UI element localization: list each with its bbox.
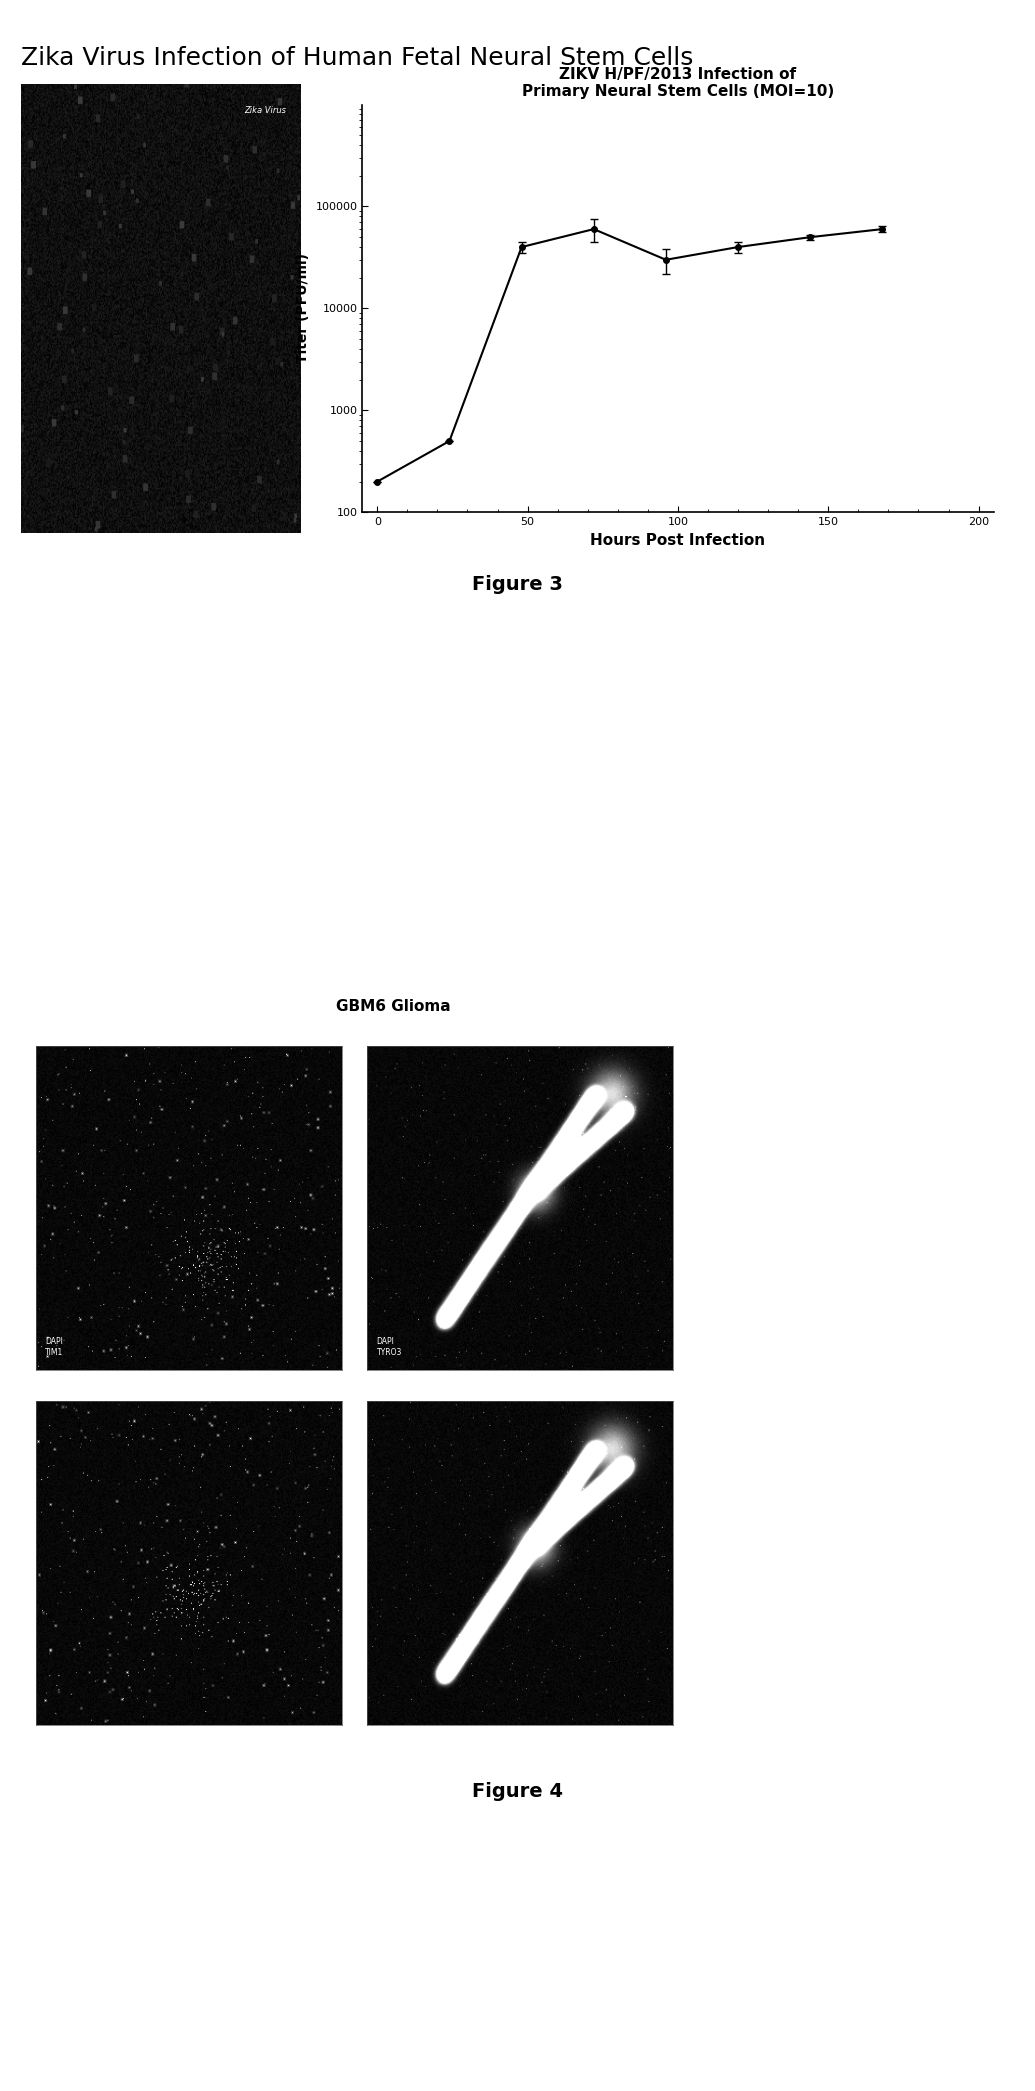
Text: Figure 3: Figure 3: [472, 575, 563, 594]
Text: Zika Virus: Zika Virus: [244, 107, 286, 115]
Title: ZIKV H/PF/2013 Infection of
Primary Neural Stem Cells (MOI=10): ZIKV H/PF/2013 Infection of Primary Neur…: [522, 67, 834, 98]
Text: Figure 4: Figure 4: [472, 1782, 563, 1800]
X-axis label: Hours Post Infection: Hours Post Infection: [590, 533, 766, 548]
Text: Zika Virus Infection of Human Fetal Neural Stem Cells: Zika Virus Infection of Human Fetal Neur…: [21, 46, 693, 69]
Text: DAPI
TIM1: DAPI TIM1: [46, 1336, 63, 1357]
Y-axis label: Titer (PFU/ml): Titer (PFU/ml): [296, 253, 309, 364]
Text: GBM6 Glioma: GBM6 Glioma: [336, 999, 450, 1014]
Text: DAPI
TYRO3: DAPI TYRO3: [377, 1336, 402, 1357]
